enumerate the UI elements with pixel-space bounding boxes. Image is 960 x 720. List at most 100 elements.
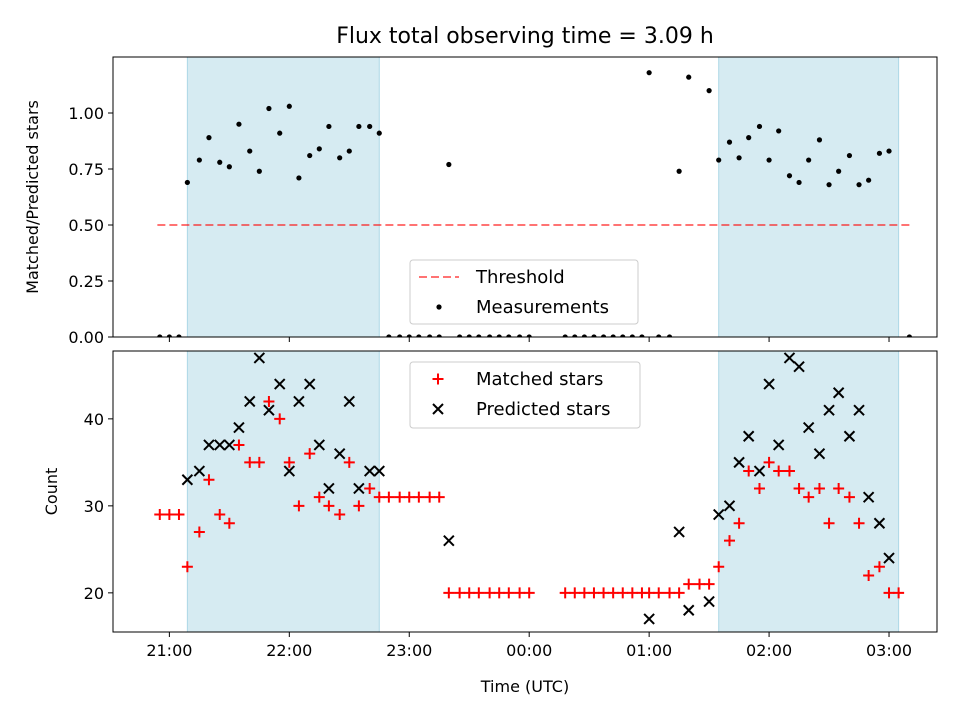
predicted-stars-point: [862, 491, 875, 503]
matched-stars-point: [724, 535, 736, 547]
measurements-point: [356, 123, 362, 130]
x-tick-label: 01:00: [626, 641, 672, 660]
measurements-point: [316, 146, 322, 152]
measurements-point: [406, 334, 412, 337]
measurements-point: [367, 123, 373, 130]
measurements-point: [600, 334, 607, 337]
measurements-point: [746, 135, 752, 141]
matched-stars-point: [783, 465, 795, 477]
predicted-stars-point: [772, 439, 785, 451]
matched-stars-point: [193, 526, 205, 538]
matched-stars-point: [773, 465, 785, 477]
observing-window-span: [187, 351, 380, 632]
measurements-point: [346, 148, 352, 154]
measurements-point: [397, 334, 403, 337]
matched-stars-point: [244, 456, 256, 468]
measurements-point: [206, 135, 212, 141]
matched-stars-point: [304, 448, 316, 460]
measurements-point: [256, 168, 262, 174]
measurements-point: [476, 334, 482, 337]
matched-stars-point: [793, 482, 805, 494]
matched-stars-point: [853, 517, 865, 529]
matched-stars-point: [626, 587, 638, 599]
predicted-stars-point: [753, 465, 766, 477]
observing-window-span: [718, 351, 899, 632]
plot-area: [154, 351, 905, 632]
measurements-point: [307, 152, 313, 159]
observing-window-span: [718, 57, 899, 337]
measurements-point: [610, 334, 616, 337]
matched-stars-point: [383, 491, 395, 503]
matched-stars-point: [223, 517, 235, 529]
measurements-point: [836, 168, 842, 174]
measurements-point: [816, 137, 823, 143]
matched-stars-point: [863, 569, 875, 581]
legend-predicted-label: Predicted stars: [476, 399, 610, 420]
matched-stars-point: [617, 587, 629, 599]
matched-stars-point: [803, 491, 815, 503]
matched-stars-point: [364, 482, 376, 494]
measurements-point: [266, 105, 272, 112]
measurements-point: [326, 123, 332, 130]
matched-stars-point: [353, 500, 365, 512]
matched-stars-point: [403, 491, 415, 503]
measurements-point: [236, 121, 242, 127]
matched-stars-point: [424, 491, 436, 503]
matched-stars-point: [473, 587, 485, 599]
measurements-point: [572, 334, 578, 337]
measurements-point: [646, 70, 652, 76]
matched-stars-point: [694, 578, 706, 590]
x-tick-label: 23:00: [386, 641, 432, 660]
matched-stars-point: [743, 465, 755, 477]
measurements-point: [416, 334, 422, 337]
predicted-stars-point: [832, 387, 845, 399]
predicted-stars-point: [293, 395, 305, 408]
measurements-point: [166, 334, 172, 337]
measurements-point: [184, 179, 190, 186]
matched-stars-point: [163, 509, 175, 521]
measurements-point: [487, 334, 493, 337]
matched-stars-point: [703, 578, 715, 590]
measurements-point: [726, 139, 733, 145]
measurements-point: [706, 88, 712, 94]
predicted-stars-point: [313, 439, 326, 451]
measurements-point: [296, 175, 302, 181]
matched-stars-point: [813, 482, 825, 494]
matched-stars-point: [503, 587, 515, 599]
x-tick-label: 22:00: [266, 641, 312, 660]
matched-stars-point: [607, 587, 619, 599]
matched-stars-point: [313, 491, 325, 503]
measurements-point: [436, 334, 442, 337]
ratio-panel: 0.00 0.25 0.50 0.75 1.00 Matched/Predicted st…: [23, 56, 938, 347]
measurements-point: [756, 123, 763, 130]
legend-predicted-swatch: [432, 403, 444, 415]
predicted-stars-point: [363, 465, 376, 477]
predicted-stars-point: [783, 352, 796, 364]
matched-stars-point: [514, 587, 526, 599]
matched-stars-point: [578, 587, 590, 599]
matched-stars-point: [274, 413, 286, 425]
measurements-point: [786, 173, 793, 179]
measurements-point: [226, 164, 232, 170]
predicted-stars-point: [673, 526, 685, 538]
predicted-stars-point: [873, 517, 886, 529]
measurements-point: [796, 179, 802, 186]
y-tick-label: 0.75: [68, 160, 104, 179]
measurements-point: [562, 334, 568, 337]
y-tick-label: 1.00: [68, 104, 104, 123]
matched-stars-point: [833, 482, 845, 494]
axes-frame: [112, 350, 938, 633]
predicted-stars-point: [233, 421, 245, 434]
measurements-point: [286, 103, 292, 109]
matched-stars-point: [263, 395, 275, 407]
measurements-point: [666, 334, 673, 337]
legend-measurements-swatch: [436, 304, 442, 310]
matched-stars-point: [493, 587, 505, 599]
measurements-point: [656, 334, 662, 337]
predicted-stars-point: [263, 404, 275, 416]
matched-stars-point: [484, 587, 496, 599]
y-tick-label: 40: [84, 410, 104, 429]
y-tick-label: 0.00: [68, 328, 104, 347]
predicted-stars-point: [323, 482, 335, 495]
